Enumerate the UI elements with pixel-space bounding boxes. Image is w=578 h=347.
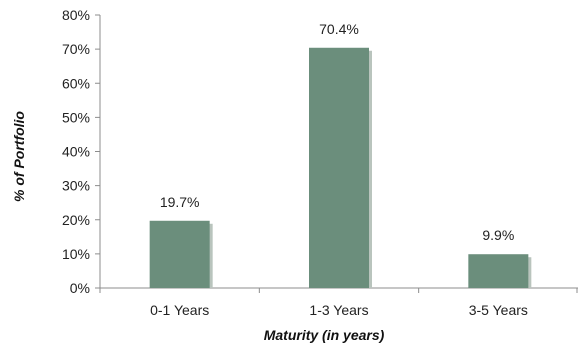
bar <box>468 254 529 288</box>
y-tick-label: 40% <box>62 144 90 160</box>
x-tick-label: 0-1 Years <box>150 302 209 318</box>
y-tick-label: 20% <box>62 212 90 228</box>
y-tick-label: 10% <box>62 246 90 262</box>
y-tick-label: 30% <box>62 178 90 194</box>
bar <box>149 220 210 288</box>
bar <box>309 47 369 289</box>
bar-data-label: 70.4% <box>319 21 359 37</box>
x-tick-label: 1-3 Years <box>309 302 368 318</box>
bar-data-label: 19.7% <box>160 194 200 210</box>
bar-data-label: 9.9% <box>482 227 514 243</box>
data-labels: 19.7% 70.4% 9.9% <box>160 21 514 243</box>
y-tick-label: 70% <box>62 41 90 57</box>
x-tick-label: 3-5 Years <box>469 302 528 318</box>
y-tick-label: 50% <box>62 109 90 125</box>
bars <box>149 47 532 289</box>
y-axis: 0% 10% 20% 30% 40% 50% 60% 70% 80% <box>62 7 101 296</box>
x-axis: 0-1 Years 1-3 Years 3-5 Years <box>99 287 578 318</box>
y-tick-label: 80% <box>62 7 90 23</box>
y-axis-title: % of Portfolio <box>11 111 27 202</box>
y-tick-label: 0% <box>70 280 90 296</box>
x-axis-title: Maturity (in years) <box>264 327 385 343</box>
y-tick-label: 60% <box>62 75 90 91</box>
